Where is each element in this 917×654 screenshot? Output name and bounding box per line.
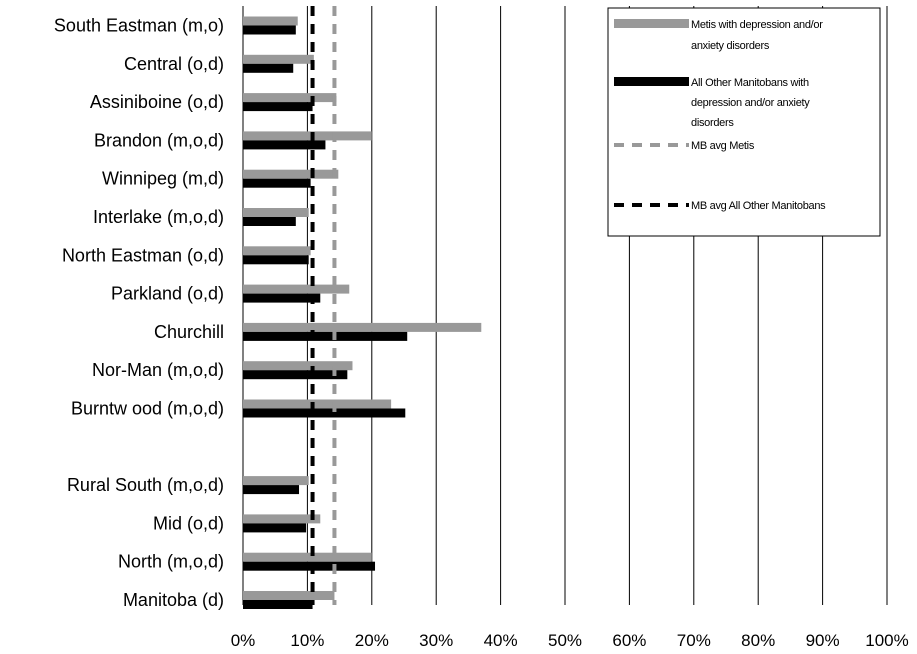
x-tick-label-90: 90% bbox=[806, 631, 840, 650]
legend-text-other-line1: All Other Manitobans with bbox=[691, 77, 809, 89]
x-tick-label-20: 20% bbox=[355, 631, 389, 650]
reference-lines bbox=[310, 6, 337, 605]
bar-other-0 bbox=[243, 25, 296, 35]
x-tick-label-70: 70% bbox=[677, 631, 711, 650]
bar-metis-6 bbox=[243, 246, 311, 256]
category-label-8: Churchill bbox=[154, 322, 224, 342]
legend-text-mb-avg-metis: MB avg Metis bbox=[691, 140, 755, 152]
legend-text-metis-line2: anxiety disorders bbox=[691, 40, 770, 52]
legend-text-other-line2: depression and/or anxiety bbox=[691, 97, 810, 109]
bar-other-1 bbox=[243, 63, 294, 73]
category-label-5: Interlake (m,o,d) bbox=[93, 207, 224, 227]
category-label-6: North Eastman (o,d) bbox=[62, 245, 224, 265]
category-label-0: South Eastman (m,o) bbox=[54, 16, 224, 36]
x-tick-label-30: 30% bbox=[419, 631, 453, 650]
category-label-9: Nor-Man (m,o,d) bbox=[92, 360, 224, 380]
category-label-12: Rural South (m,o,d) bbox=[67, 475, 224, 495]
bar-metis-15 bbox=[243, 591, 335, 600]
category-label-3: Brandon (m,o,d) bbox=[94, 130, 224, 150]
bar-metis-9 bbox=[243, 361, 353, 371]
category-labels: South Eastman (m,o) Central (o,d) Assinibo… bbox=[54, 16, 224, 611]
bar-metis-3 bbox=[243, 131, 372, 141]
category-label-10: Burntw ood (m,o,d) bbox=[71, 399, 224, 419]
x-tick-label-10: 10% bbox=[290, 631, 324, 650]
bar-other-3 bbox=[243, 140, 326, 150]
legend: Metis with depression and/or anxiety dis… bbox=[607, 7, 881, 237]
bar-metis-14 bbox=[243, 552, 372, 562]
bar-other-12 bbox=[243, 485, 300, 495]
x-tick-labels: 0% 10% 20% 30% 40% 50% 60% 70% 80% 90% 100% bbox=[231, 631, 909, 650]
bar-metis-4 bbox=[243, 169, 339, 179]
x-tick-label-60: 60% bbox=[612, 631, 646, 650]
bar-other-2 bbox=[243, 102, 313, 112]
x-tick-label-100: 100% bbox=[865, 631, 908, 650]
bar-other-8 bbox=[243, 331, 408, 341]
bar-other-7 bbox=[243, 293, 321, 303]
category-label-15: Manitoba (d) bbox=[123, 590, 224, 610]
legend-text-metis-line1: Metis with depression and/or bbox=[691, 19, 823, 31]
bar-metis-7 bbox=[243, 284, 350, 294]
category-label-14: North (m,o,d) bbox=[118, 552, 224, 572]
legend-text-other-line3: disorders bbox=[691, 117, 734, 129]
bar-metis-13 bbox=[243, 514, 321, 524]
legend-swatch-metis bbox=[614, 19, 689, 28]
bar-other-13 bbox=[243, 523, 307, 533]
x-tick-label-50: 50% bbox=[548, 631, 582, 650]
bar-other-6 bbox=[243, 255, 309, 265]
category-label-4: Winnipeg (m,d) bbox=[102, 169, 224, 189]
bar-metis-10 bbox=[243, 399, 392, 409]
bar-other-9 bbox=[243, 370, 348, 380]
category-label-13: Mid (o,d) bbox=[153, 513, 224, 533]
x-tick-label-80: 80% bbox=[741, 631, 775, 650]
category-label-1: Central (o,d) bbox=[124, 54, 224, 74]
x-tick-label-0: 0% bbox=[231, 631, 256, 650]
bar-metis-12 bbox=[243, 476, 309, 486]
bar-metis-5 bbox=[243, 208, 309, 217]
bars bbox=[243, 16, 482, 609]
bar-other-10 bbox=[243, 408, 406, 418]
bar-metis-8 bbox=[243, 322, 482, 332]
bar-other-4 bbox=[243, 178, 311, 188]
category-label-2: Assiniboine (o,d) bbox=[90, 92, 224, 112]
legend-text-mb-avg-other: MB avg All Other Manitobans bbox=[691, 200, 826, 212]
legend-box bbox=[607, 7, 881, 237]
bar-metis-2 bbox=[243, 93, 337, 103]
bar-other-5 bbox=[243, 217, 296, 226]
category-label-7: Parkland (o,d) bbox=[111, 284, 224, 304]
x-tick-label-40: 40% bbox=[484, 631, 518, 650]
bar-metis-1 bbox=[243, 54, 314, 64]
bar-other-15 bbox=[243, 600, 313, 609]
bar-other-14 bbox=[243, 561, 376, 571]
bar-metis-0 bbox=[243, 16, 298, 26]
legend-swatch-other bbox=[614, 77, 689, 86]
